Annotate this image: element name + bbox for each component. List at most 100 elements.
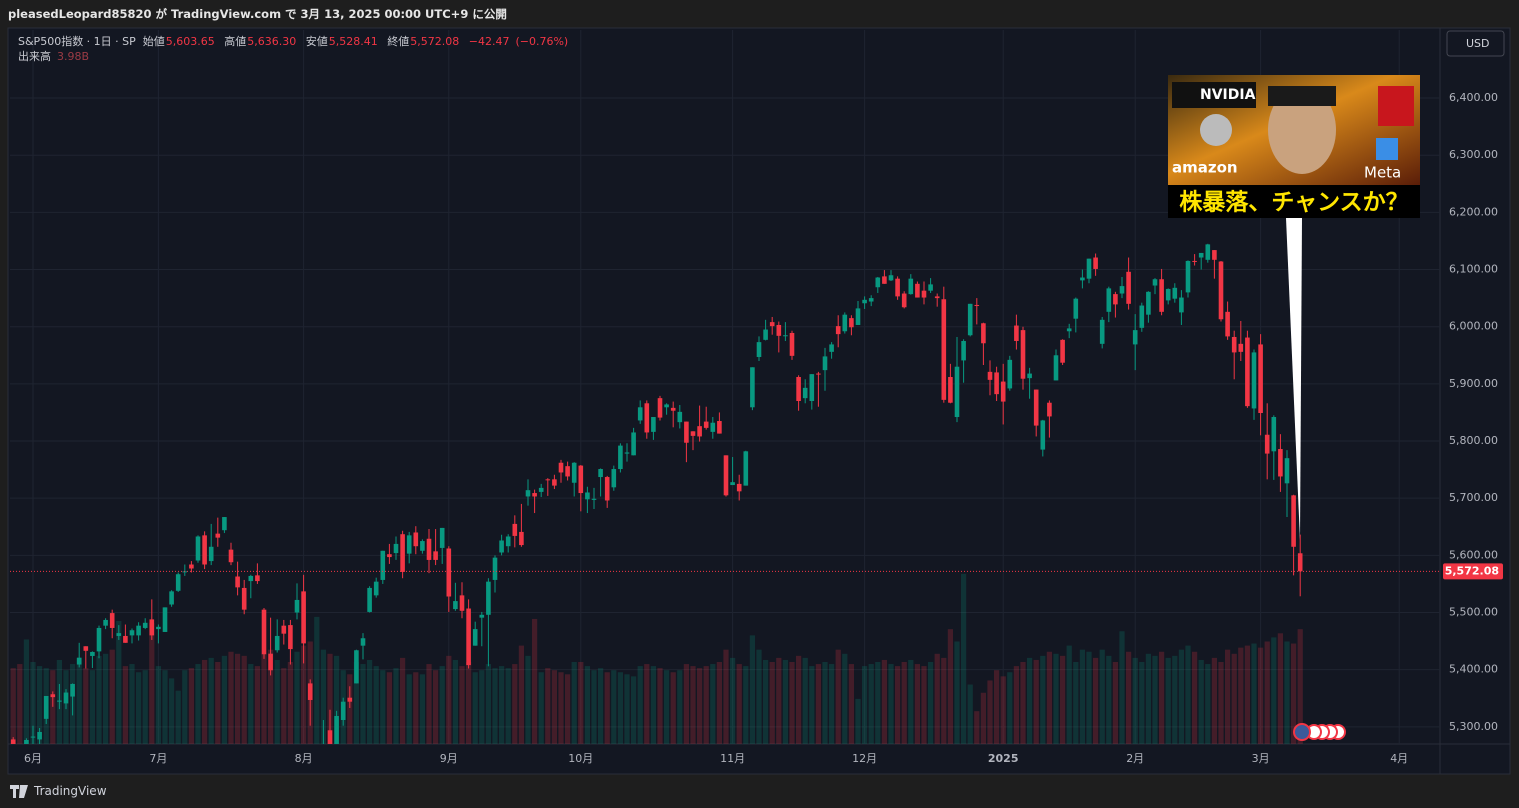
volume-bar [347,674,353,744]
candle-body [334,715,339,744]
candle-body [43,695,49,719]
volume-bar [974,711,980,744]
candle-body [954,366,960,418]
y-tick-label: 5,600.00 [1449,548,1498,561]
logo-box [1172,82,1256,108]
volume-bar [730,657,736,744]
volume-bar [1192,651,1198,744]
candle-body [994,372,999,395]
volume-bar [221,655,227,744]
y-tick-label: 6,300.00 [1449,148,1498,161]
volume-bar [769,662,775,744]
candle-body [1126,271,1131,304]
volume-bar [10,668,16,744]
candle-body [30,736,36,738]
volume-bar [802,657,808,744]
axes: 5,300.00 5,400.00 5,500.00 5,600.00 5,700.00… [24,91,1503,765]
y-tick-label: 5,800.00 [1449,434,1498,447]
microsoft-logo [1376,138,1398,160]
volume-bar [677,670,683,744]
candle-body [1218,261,1224,320]
candle-body [24,739,29,744]
candle-body [585,492,590,500]
volume-bar [360,664,366,744]
candle-body [387,554,392,558]
candle-body [934,296,940,299]
candle-body [301,591,306,644]
volume-bar [1172,655,1178,744]
candle-body [723,455,729,496]
candle-body [796,376,801,402]
volume-bar [1040,655,1046,744]
candle-body [1040,420,1046,450]
candle-body [921,290,927,298]
volume-bar [1000,676,1006,744]
volume-bar [327,653,333,744]
volume-bar [908,659,914,744]
volume-bar [182,670,188,744]
volume-bar [169,678,175,744]
candle-body [637,407,643,421]
candle-body [1119,286,1125,294]
candle-body [1198,252,1204,258]
candle-body [182,571,188,573]
volume-bar [17,664,23,744]
candle-body [57,700,62,702]
volume-bar [1033,659,1039,744]
volume-bar [954,641,960,744]
volume-bar [393,668,399,744]
candle-body [888,275,894,281]
volume-bar [928,662,934,744]
candle-body [822,356,828,371]
candle-body [129,630,135,636]
candle-body [406,535,412,554]
candle-body [327,730,333,744]
y-tick-label: 6,100.00 [1449,263,1498,276]
volume-bar [452,659,458,744]
candle-body [235,576,240,588]
candle-body [1192,260,1197,262]
candle-body [750,367,755,408]
x-tick-label: 11月 [720,752,745,765]
volume-bar [202,659,208,744]
volume-bar [400,657,406,744]
volume-bar [901,662,907,744]
volume-bar [228,651,234,744]
volume-bar [624,674,630,744]
candle-body [717,421,722,434]
currency-label[interactable]: USD [1466,37,1490,50]
volume-bar [512,664,518,744]
ohlc-value: 5,603.65 [165,35,215,48]
volume-bar [637,666,643,744]
volume-bar [657,668,663,744]
volume-bar [1297,629,1303,744]
candle-body [1297,553,1303,572]
candle-body [1132,330,1138,345]
candle-body [651,417,656,432]
candle-body [1245,337,1250,407]
event-icon[interactable] [1293,723,1311,741]
candle-body [195,536,201,561]
currency-button[interactable] [1446,30,1505,57]
candle-body [710,422,716,432]
volume-bar [367,659,373,744]
ohlc-key: 安値 [305,35,328,48]
candle-body [862,299,867,304]
volume-bar [1027,657,1033,744]
footer-brand[interactable]: TradingView [34,784,107,798]
volume-bar [241,655,247,744]
candle-body [783,335,788,337]
volume-bar [716,662,722,744]
candle-body [604,477,610,501]
candle-body [967,303,973,336]
volume-legend: 出来高 3.98B [18,49,574,64]
candle-body [552,479,557,486]
volume-bar [789,662,795,744]
volume-bar [1013,666,1019,744]
volume-bar [1165,657,1171,744]
chart: 5,300.00 5,400.00 5,500.00 5,600.00 5,700.00… [7,27,1511,775]
last-price-label: 5,572.08 [1445,564,1499,577]
volume-bar [1132,657,1138,744]
candle-body [809,374,815,402]
volume-bar [287,662,293,744]
